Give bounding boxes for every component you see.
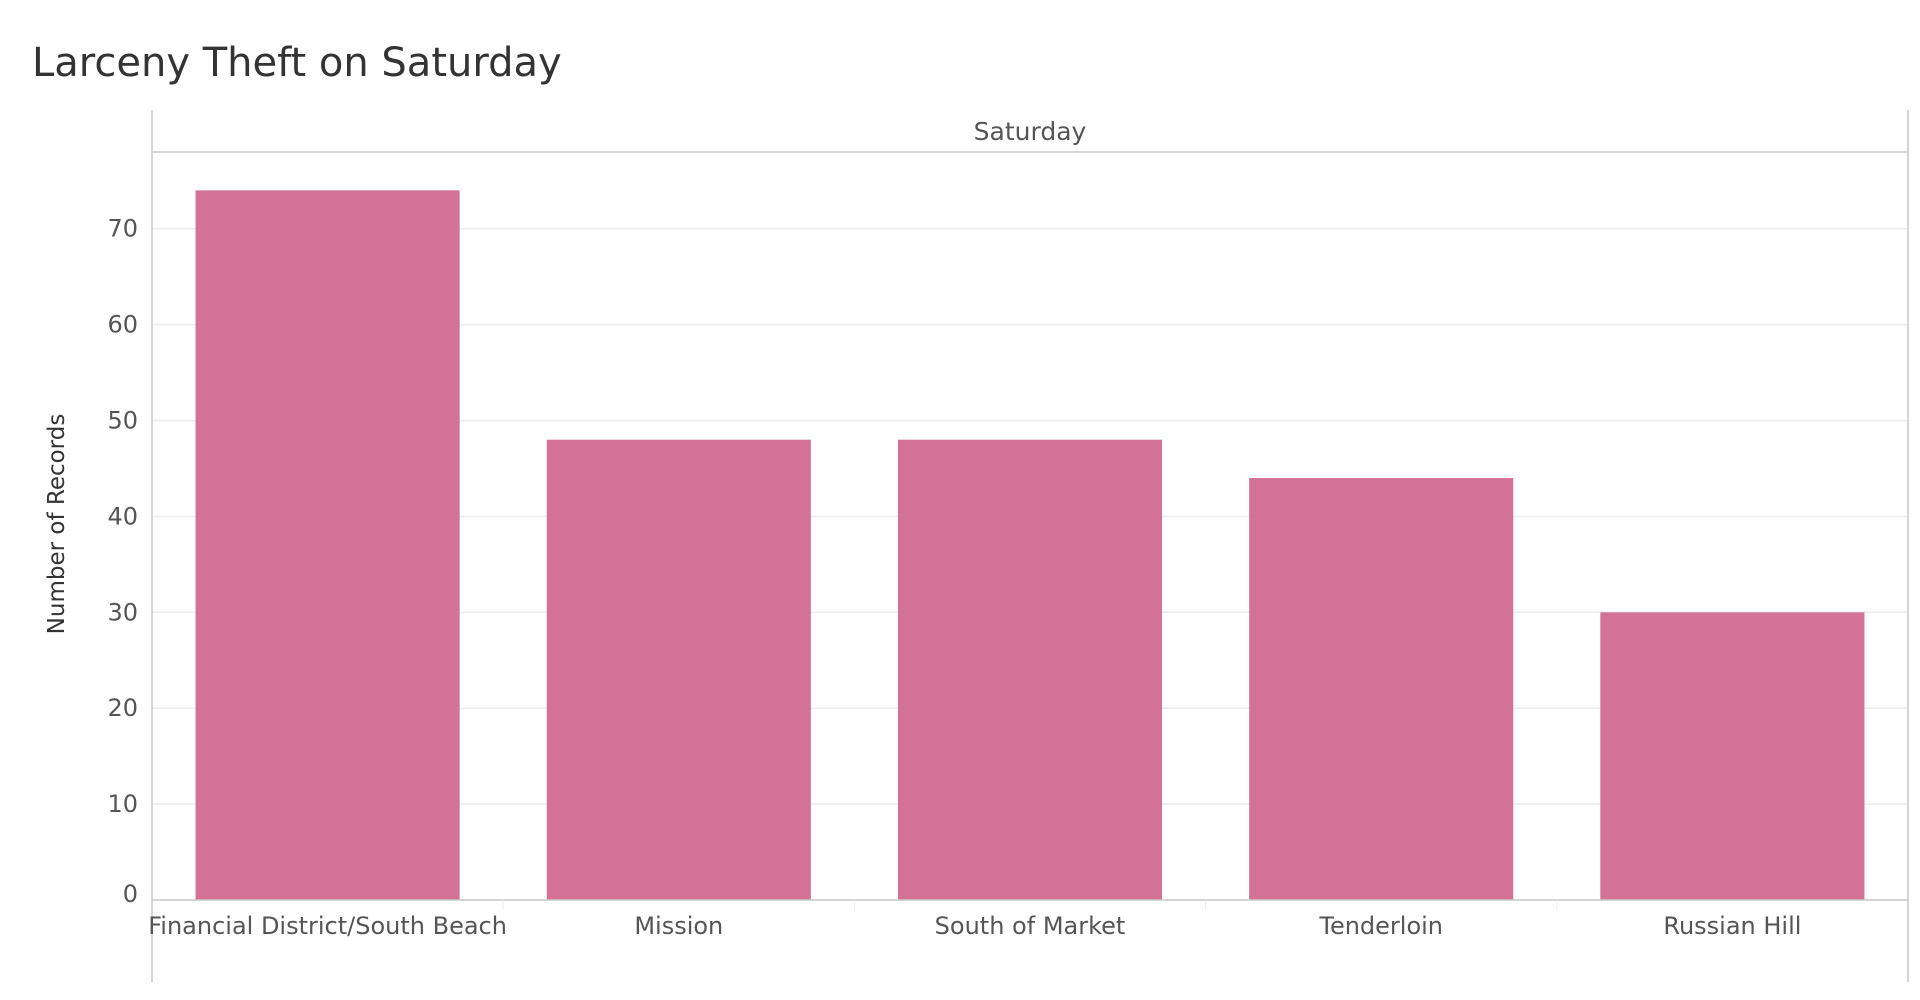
y-tick-label: 40	[107, 502, 138, 530]
y-tick-label: 10	[107, 790, 138, 818]
bar[interactable]	[195, 190, 460, 900]
bar[interactable]	[1249, 478, 1514, 900]
x-category-label: South of Market	[935, 912, 1126, 940]
x-category-label: Tenderloin	[1318, 912, 1443, 940]
y-axis-ticks: 0 10 20 30 40 50 60 70	[107, 215, 138, 908]
x-category-label: Mission	[634, 912, 723, 940]
bar[interactable]	[546, 439, 811, 900]
y-tick-label: 70	[107, 215, 138, 243]
bars	[195, 190, 1865, 900]
y-tick-label: 0	[123, 880, 138, 908]
y-tick-label: 60	[107, 311, 138, 339]
bar[interactable]	[897, 439, 1163, 900]
y-tick-label: 30	[107, 598, 138, 626]
panel-header-label: Saturday	[974, 117, 1087, 146]
x-category-label: Financial District/South Beach	[148, 912, 507, 940]
bar[interactable]	[1600, 612, 1865, 900]
x-category-label: Russian Hill	[1663, 912, 1801, 940]
chart-title: Larceny Theft on Saturday	[32, 40, 562, 86]
x-axis-labels: Financial District/South Beach Mission Sou…	[148, 900, 1801, 940]
y-tick-label: 20	[107, 694, 138, 722]
y-axis-title: Number of Records	[44, 414, 70, 635]
axes: Saturday Number of Records	[44, 110, 1909, 982]
y-tick-label: 50	[107, 407, 138, 435]
